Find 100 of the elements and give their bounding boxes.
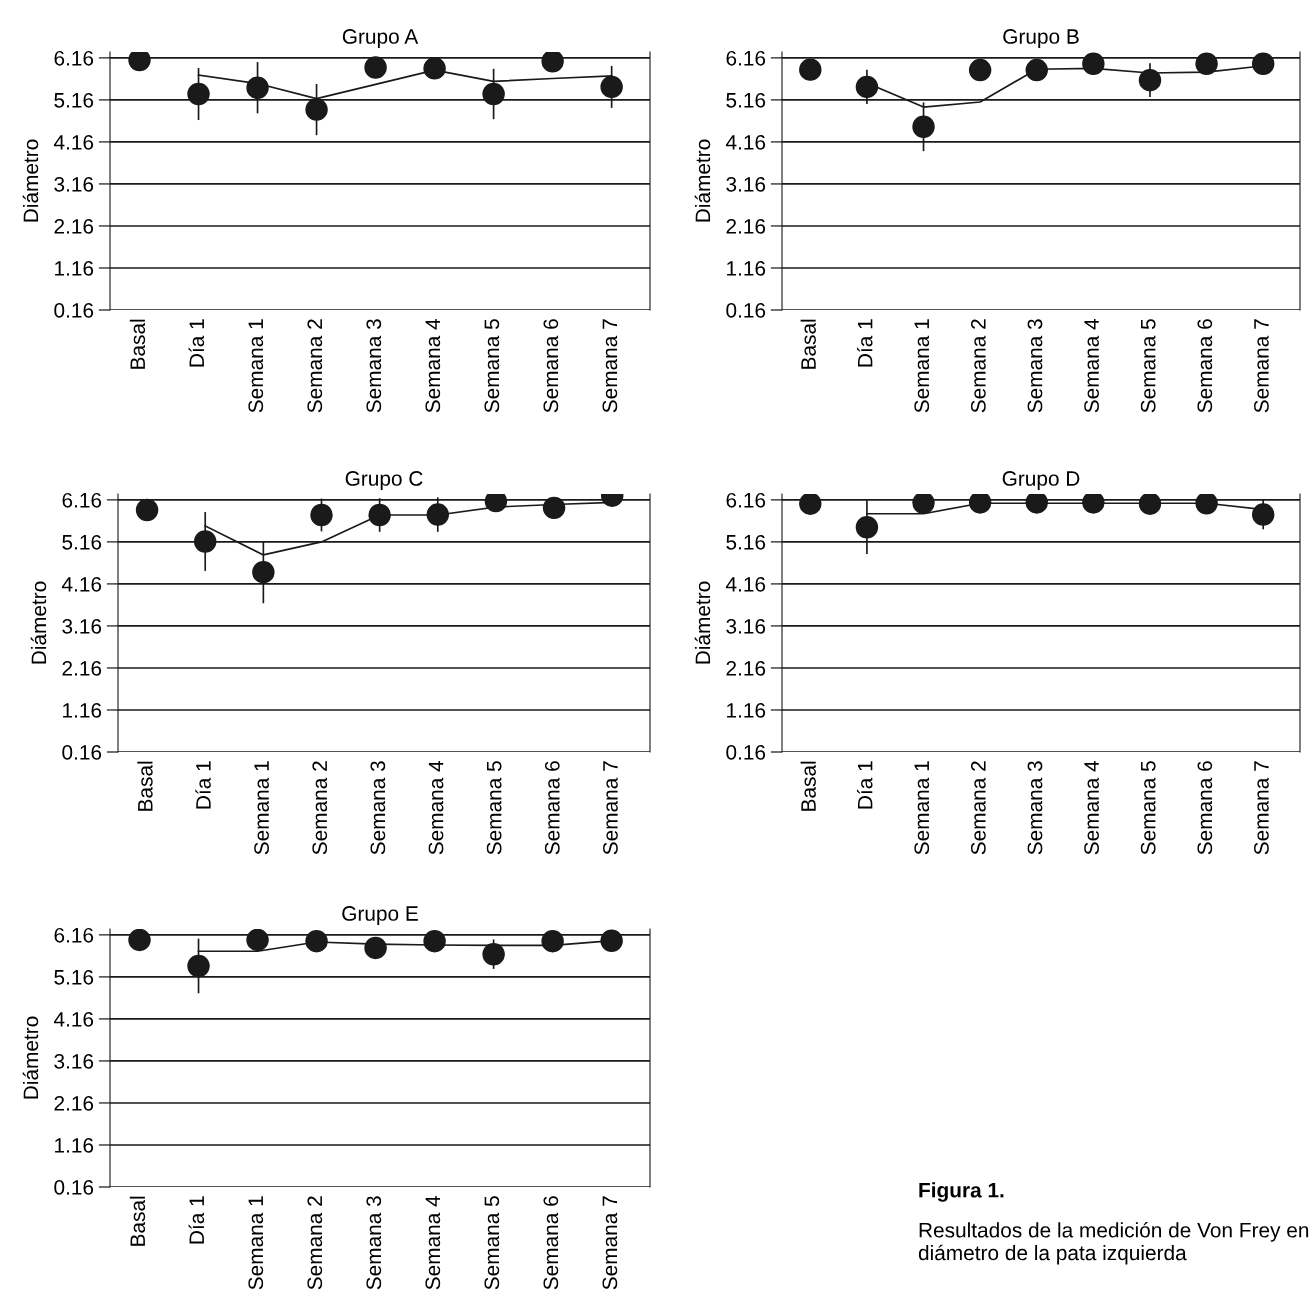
point — [799, 58, 822, 81]
y-tick-label: 2.16 — [726, 660, 766, 676]
x-tick-label: Semana 2 — [307, 319, 323, 413]
point — [426, 503, 450, 526]
x-tick-label: Día 1 — [195, 761, 211, 809]
y-axis-title: Diámetro — [694, 139, 711, 222]
x-tick-label: Semana 3 — [366, 319, 382, 413]
y-tick-label: 1.16 — [55, 1137, 94, 1153]
point — [368, 503, 391, 527]
x-tick-label: Semana 2 — [307, 1196, 323, 1290]
y-axis-title: Diámetro — [694, 581, 711, 664]
x-tick-label: Semana 6 — [543, 1196, 559, 1290]
x-tick-label: Semana 1 — [248, 1196, 264, 1290]
y-tick-label: 4.16 — [53, 134, 94, 150]
x-tick-label: Semana 7 — [602, 319, 618, 413]
point — [542, 496, 566, 520]
x-tick-label: Semana 7 — [602, 1196, 618, 1290]
y-tick-label: 3.16 — [54, 1053, 94, 1069]
chart-title: Grupo C — [345, 471, 423, 490]
y-axis-title: Diámetro — [30, 581, 47, 664]
y-tick-label: 6.16 — [726, 492, 766, 508]
y-tick-label: 5.16 — [726, 92, 766, 108]
point — [600, 929, 623, 952]
y-tick-label: 6.16 — [54, 927, 94, 943]
point — [187, 954, 210, 978]
y-tick-label: 0.16 — [62, 745, 102, 760]
y-tick-label: 0.16 — [54, 303, 94, 318]
x-tick-label: Semana 7 — [1254, 761, 1269, 855]
chart-title: Grupo B — [1003, 29, 1079, 48]
point — [246, 929, 269, 952]
point — [1138, 68, 1162, 92]
x-tick-label: Semana 2 — [312, 761, 328, 855]
y-tick-label: 2.16 — [54, 218, 94, 234]
x-tick-label: Semana 7 — [1254, 319, 1269, 413]
x-tick-label: Semana 4 — [428, 760, 444, 855]
x-tick-label: Semana 4 — [1084, 760, 1099, 855]
y-tick-label: 6.16 — [726, 50, 766, 66]
x-tick-label: Basal — [137, 761, 153, 811]
point — [310, 503, 333, 527]
y-tick-label: 4.16 — [725, 134, 766, 150]
x-tick-label: Semana 6 — [544, 761, 560, 855]
text: Resultados de la medición de Von Frey en diámetro de la pata izquierda — [918, 1222, 1309, 1265]
x-tick-label: Basal — [800, 761, 816, 811]
x-tick-label: Basal — [129, 319, 146, 369]
point — [305, 929, 328, 953]
x-tick-label: Basal — [129, 1196, 146, 1246]
x-tick-label: Semana 5 — [484, 319, 500, 413]
chart-title: Grupo A — [342, 29, 419, 48]
x-tick-label: Semana 2 — [970, 761, 986, 855]
x-tick-label: Semana 3 — [366, 1196, 382, 1290]
x-tick-label: Semana 5 — [1140, 319, 1156, 413]
point — [252, 560, 275, 584]
y-tick-label: 4.16 — [61, 576, 102, 592]
y-tick-label: 6.16 — [62, 492, 102, 508]
y-tick-label: 6.16 — [54, 50, 94, 66]
chart-title: Grupo E — [342, 906, 418, 925]
x-tick-label: Semana 6 — [1197, 761, 1213, 855]
y-tick-label: 4.16 — [725, 576, 766, 592]
x-tick-label: Semana 3 — [1027, 761, 1043, 855]
y-tick-label: 3.16 — [62, 618, 102, 634]
x-tick-label: Semana 5 — [1140, 761, 1156, 855]
x-tick-label: Día 1 — [856, 319, 873, 367]
point — [128, 929, 151, 952]
x-tick-label: Semana 1 — [248, 319, 264, 413]
y-tick-label: 1.16 — [63, 702, 102, 718]
x-tick-label: Semana 4 — [425, 318, 441, 413]
y-tick-label: 3.16 — [726, 176, 766, 192]
x-tick-label: Semana 6 — [1197, 319, 1213, 413]
y-tick-label: 3.16 — [726, 618, 766, 634]
x-tick-label: Día 1 — [188, 319, 205, 367]
point — [364, 936, 387, 960]
x-tick-label: Día 1 — [856, 761, 873, 809]
x-tick-label: Semana 7 — [603, 761, 618, 855]
chart-title: Grupo D — [1002, 471, 1080, 490]
y-tick-label: 3.16 — [54, 176, 94, 192]
point — [1251, 52, 1275, 75]
x-tick-label: Semana 4 — [425, 1195, 441, 1290]
y-tick-label: 1.16 — [727, 260, 766, 276]
x-tick-label: Semana 4 — [1084, 318, 1099, 413]
x-tick-label: Semana 1 — [914, 761, 930, 855]
point — [1025, 58, 1048, 82]
x-tick-label: Semana 2 — [970, 319, 986, 413]
point — [541, 929, 564, 953]
point — [855, 75, 879, 99]
x-tick-label: Semana 3 — [370, 761, 386, 855]
point — [423, 929, 446, 953]
y-axis-title: Diámetro — [22, 139, 39, 222]
x-tick-label: Basal — [800, 319, 816, 369]
y-tick-label: 0.16 — [726, 303, 766, 318]
y-tick-label: 2.16 — [62, 660, 102, 676]
y-tick-label: 2.16 — [54, 1095, 94, 1111]
y-tick-label: 0.16 — [726, 745, 766, 760]
y-axis-title: Diámetro — [22, 1016, 39, 1099]
y-tick-label: 1.16 — [55, 260, 94, 276]
y-tick-label: 5.16 — [54, 92, 94, 108]
point — [968, 58, 992, 82]
point — [193, 530, 217, 553]
y-tick-label: 4.16 — [53, 1011, 94, 1027]
y-tick-label: 5.16 — [54, 969, 94, 985]
y-tick-label: 1.16 — [727, 702, 766, 718]
